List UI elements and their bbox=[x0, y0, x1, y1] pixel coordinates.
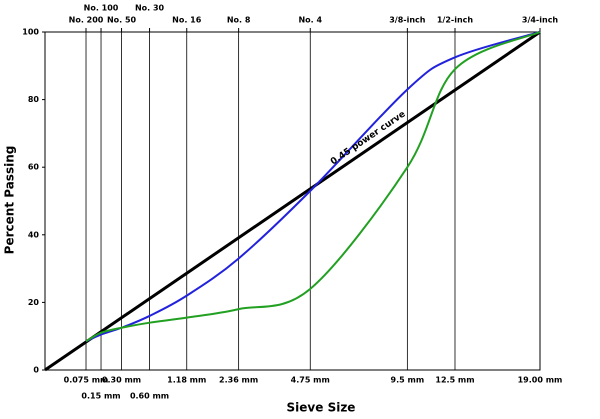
x-tick-label: 12.5 mm bbox=[435, 376, 474, 385]
y-tick-label: 40 bbox=[28, 230, 40, 239]
gradation-curve bbox=[85, 31, 541, 343]
top-tick-label: 1/2-inch bbox=[437, 16, 474, 25]
x-tick-label: 1.18 mm bbox=[167, 376, 206, 385]
annotation: 0.45 power curve bbox=[329, 109, 407, 167]
x-tick-label: 9.5 mm bbox=[391, 376, 425, 385]
x-tick-label: 19.00 mm bbox=[518, 376, 563, 385]
top-tick-label: No. 100 bbox=[84, 4, 119, 13]
y-tick-label: 60 bbox=[28, 163, 40, 172]
top-tick-label: No. 50 bbox=[107, 16, 137, 25]
x-tick-label: 0.075 mm bbox=[64, 376, 109, 385]
x-axis-title: Sieve Size bbox=[287, 401, 356, 415]
x-tick-label: 0.30 mm bbox=[102, 376, 141, 385]
top-tick-label: No. 200 bbox=[69, 16, 104, 25]
x-tick-label: 2.36 mm bbox=[219, 376, 258, 385]
y-tick-label: 100 bbox=[22, 28, 39, 37]
top-tick-label: 3/4-inch bbox=[522, 16, 559, 25]
gradation-curve bbox=[44, 30, 541, 372]
gradation-curve bbox=[85, 31, 541, 343]
top-tick-label: No. 30 bbox=[135, 4, 165, 13]
top-tick-label: No. 4 bbox=[298, 16, 322, 25]
x-tick-label: 4.75 mm bbox=[291, 376, 330, 385]
y-tick-label: 80 bbox=[28, 95, 40, 104]
top-tick-label: No. 16 bbox=[172, 16, 202, 25]
y-tick-label: 0 bbox=[33, 366, 39, 375]
x-tick-label: 0.15 mm bbox=[81, 392, 120, 401]
top-tick-label: No. 8 bbox=[227, 16, 251, 25]
top-tick-label: 3/8-inch bbox=[389, 16, 426, 25]
y-tick-label: 20 bbox=[28, 298, 40, 307]
x-tick-label: 0.60 mm bbox=[130, 392, 169, 401]
y-axis-title: Percent Passing bbox=[3, 146, 17, 255]
